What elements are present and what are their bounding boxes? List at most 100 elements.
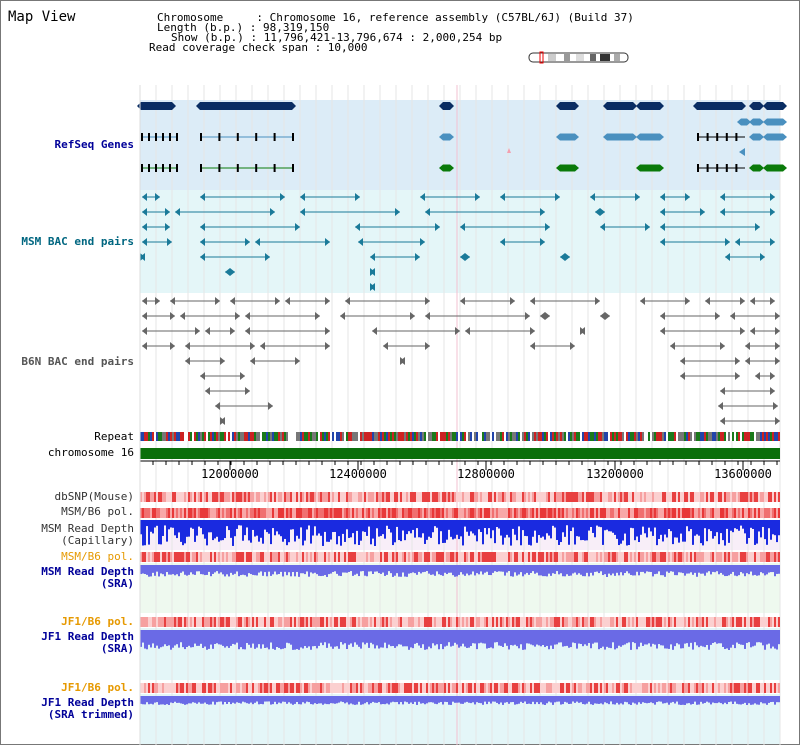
track-label-jf1-depth-sra[interactable]: JF1 Read Depth: [41, 630, 134, 643]
heat-mark: [440, 683, 442, 693]
heat-mark: [720, 552, 722, 562]
heat-mark: [388, 552, 390, 562]
heat-mark: [272, 508, 274, 518]
bac-end: [775, 357, 780, 365]
track-label-dbsnp[interactable]: dbSNP(Mouse): [54, 490, 134, 503]
gene-arrow: [603, 102, 607, 110]
heat-mark: [466, 492, 468, 502]
repeat-mark: [502, 432, 504, 441]
heat-mark: [560, 492, 562, 502]
depth-bar: [140, 565, 142, 575]
track-label-b6n-bac[interactable]: B6N BAC end pairs: [21, 355, 134, 368]
heat-mark: [332, 552, 334, 562]
depth-bar: [146, 696, 148, 703]
depth-bar: [268, 696, 270, 702]
track-label-chromosome[interactable]: chromosome 16: [47, 446, 134, 459]
bac-end: [730, 312, 735, 320]
heat-mark: [688, 617, 690, 627]
heat-mark: [158, 552, 160, 562]
depth-bar: [186, 696, 188, 705]
heat-mark: [624, 492, 626, 502]
bac-end: [225, 268, 230, 276]
track-label-msm-depth-sra[interactable]: MSM Read Depth: [41, 565, 134, 578]
depth-bar: [532, 630, 534, 646]
track-label-msm-bac[interactable]: MSM BAC end pairs: [21, 235, 134, 248]
track-label-msm-depth-sra-sub[interactable]: (SRA): [100, 577, 134, 590]
depth-bar: [234, 630, 236, 645]
depth-bar: [618, 630, 620, 646]
depth-bar: [254, 696, 256, 703]
depth-bar: [312, 520, 314, 536]
depth-bar: [664, 520, 666, 535]
gene-arrow: [749, 133, 753, 141]
heat-mark: [264, 552, 266, 562]
depth-bar: [426, 520, 428, 540]
heat-mark: [238, 683, 240, 693]
heat-mark: [588, 617, 590, 627]
depth-bar: [776, 565, 778, 574]
track-label-msm-depth-capillary[interactable]: MSM Read Depth: [41, 522, 134, 535]
track-label-jf1-b6-pol-2[interactable]: JF1/B6 pol.: [61, 681, 134, 694]
track-label-msm-b6-pol-2[interactable]: MSM/B6 pol.: [61, 550, 134, 563]
depth-bar: [472, 696, 474, 703]
depth-bar: [744, 696, 746, 703]
heat-mark: [734, 492, 736, 502]
track-label-jf1-b6-pol-1[interactable]: JF1/B6 pol.: [61, 615, 134, 628]
heat-mark: [726, 683, 728, 693]
heat-mark: [654, 492, 656, 502]
chromosome-ideogram[interactable]: [528, 51, 630, 65]
track-label-msm-depth-capillary-sub[interactable]: (Capillary): [61, 534, 134, 547]
depth-bar: [532, 520, 534, 537]
bac-end: [230, 268, 235, 276]
heat-mark: [292, 508, 294, 518]
track-label-msm-b6-pol-1[interactable]: MSM/B6 pol.: [61, 505, 134, 518]
bac-end: [685, 193, 690, 201]
heat-mark: [682, 683, 684, 693]
track-label-repeat[interactable]: Repeat: [94, 430, 134, 443]
heat-mark: [634, 617, 636, 627]
heat-mark: [774, 617, 776, 627]
depth-bar: [692, 520, 694, 545]
track-label-jf1-depth-sra-sub[interactable]: (SRA): [100, 642, 134, 655]
heat-mark: [496, 508, 498, 518]
heat-mark: [226, 492, 228, 502]
heat-mark: [206, 508, 208, 518]
gene-arrow: [783, 133, 787, 141]
heat-mark: [498, 492, 500, 502]
heat-mark: [402, 552, 404, 562]
repeat-mark: [332, 432, 334, 441]
heat-mark: [444, 617, 446, 627]
depth-bar: [164, 696, 166, 705]
heat-mark: [578, 683, 580, 693]
heat-mark: [664, 552, 666, 562]
gene-block: [741, 118, 747, 126]
depth-bar: [206, 630, 208, 650]
depth-bar: [428, 520, 430, 537]
heat-mark: [724, 492, 726, 502]
track-label-refseq-genes[interactable]: RefSeq Genes: [54, 138, 134, 151]
track-label-jf1-depth-trimmed-sub[interactable]: (SRA trimmed): [47, 708, 134, 721]
bac-end: [640, 297, 645, 305]
heat-mark: [222, 508, 224, 518]
depth-bar: [154, 696, 156, 703]
heat-mark: [476, 492, 478, 502]
heat-mark: [294, 492, 296, 502]
heat-mark: [300, 508, 302, 518]
depth-bar: [292, 520, 294, 530]
depth-bar: [658, 696, 660, 702]
depth-bar: [582, 696, 584, 705]
heat-mark: [714, 552, 716, 562]
depth-bar: [544, 630, 546, 648]
heat-mark: [440, 492, 442, 502]
depth-bar: [408, 696, 410, 704]
bac-end: [315, 312, 320, 320]
depth-bar: [512, 565, 514, 577]
heat-mark: [624, 617, 626, 627]
repeat-mark: [426, 432, 428, 441]
depth-bar: [194, 630, 196, 644]
heat-mark: [504, 508, 506, 518]
repeat-mark: [704, 432, 706, 441]
track-label-jf1-depth-trimmed[interactable]: JF1 Read Depth: [41, 696, 134, 709]
depth-bar: [640, 565, 642, 572]
